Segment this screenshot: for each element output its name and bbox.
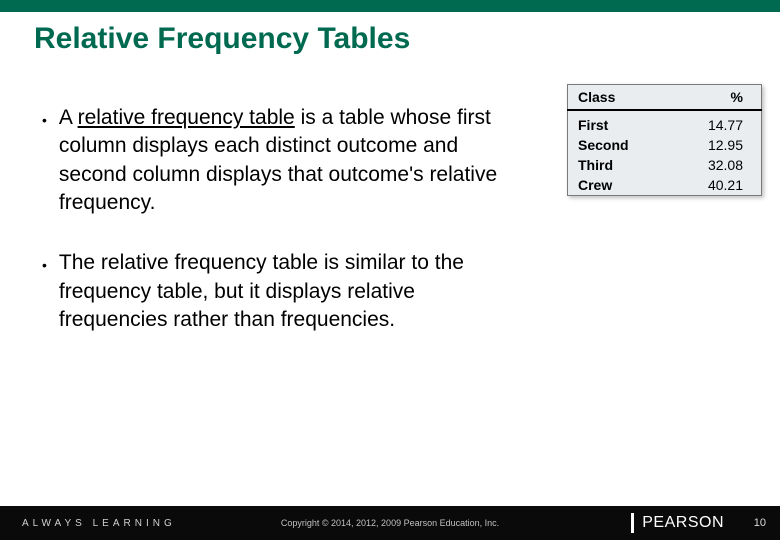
bullet-1-text: A relative frequency table is a table wh… [59, 104, 502, 217]
table-row: First 14.77 [568, 110, 762, 135]
bullet-1-pre: A [59, 106, 78, 129]
relative-frequency-table: Class % First 14.77 Second 12.95 Third 3… [567, 84, 762, 196]
bullet-dot-icon: • [42, 251, 47, 334]
bullet-2: • The relative frequency table is simila… [42, 249, 502, 334]
table-row: Third 32.08 [568, 155, 762, 175]
pearson-brand-text: PEARSON [642, 514, 724, 532]
slide-title: Relative Frequency Tables [34, 22, 410, 56]
cell-percent: 40.21 [670, 175, 762, 196]
cell-class: Third [568, 155, 670, 175]
bullet-1: • A relative frequency table is a table … [42, 104, 502, 217]
slide: Relative Frequency Tables • A relative f… [0, 0, 780, 540]
pearson-bar-icon [631, 513, 634, 533]
page-number: 10 [754, 517, 766, 529]
table-header-row: Class % [568, 85, 762, 111]
bullet-1-term: relative frequency table [78, 106, 295, 129]
cell-percent: 32.08 [670, 155, 762, 175]
bullet-2-text: The relative frequency table is similar … [59, 249, 502, 334]
bullet-dot-icon: • [42, 106, 47, 217]
header-class: Class [568, 85, 670, 111]
accent-bar [0, 0, 780, 12]
table-row: Second 12.95 [568, 135, 762, 155]
always-learning-text: ALWAYS LEARNING [22, 518, 176, 529]
pearson-logo: PEARSON [631, 513, 724, 533]
cell-percent: 14.77 [670, 110, 762, 135]
content-area: • A relative frequency table is a table … [42, 104, 502, 366]
cell-class: Second [568, 135, 670, 155]
copyright-text: Copyright © 2014, 2012, 2009 Pearson Edu… [281, 518, 499, 528]
cell-percent: 12.95 [670, 135, 762, 155]
header-percent: % [670, 85, 762, 111]
table-row: Crew 40.21 [568, 175, 762, 196]
footer-bar: ALWAYS LEARNING Copyright © 2014, 2012, … [0, 506, 780, 540]
cell-class: First [568, 110, 670, 135]
cell-class: Crew [568, 175, 670, 196]
